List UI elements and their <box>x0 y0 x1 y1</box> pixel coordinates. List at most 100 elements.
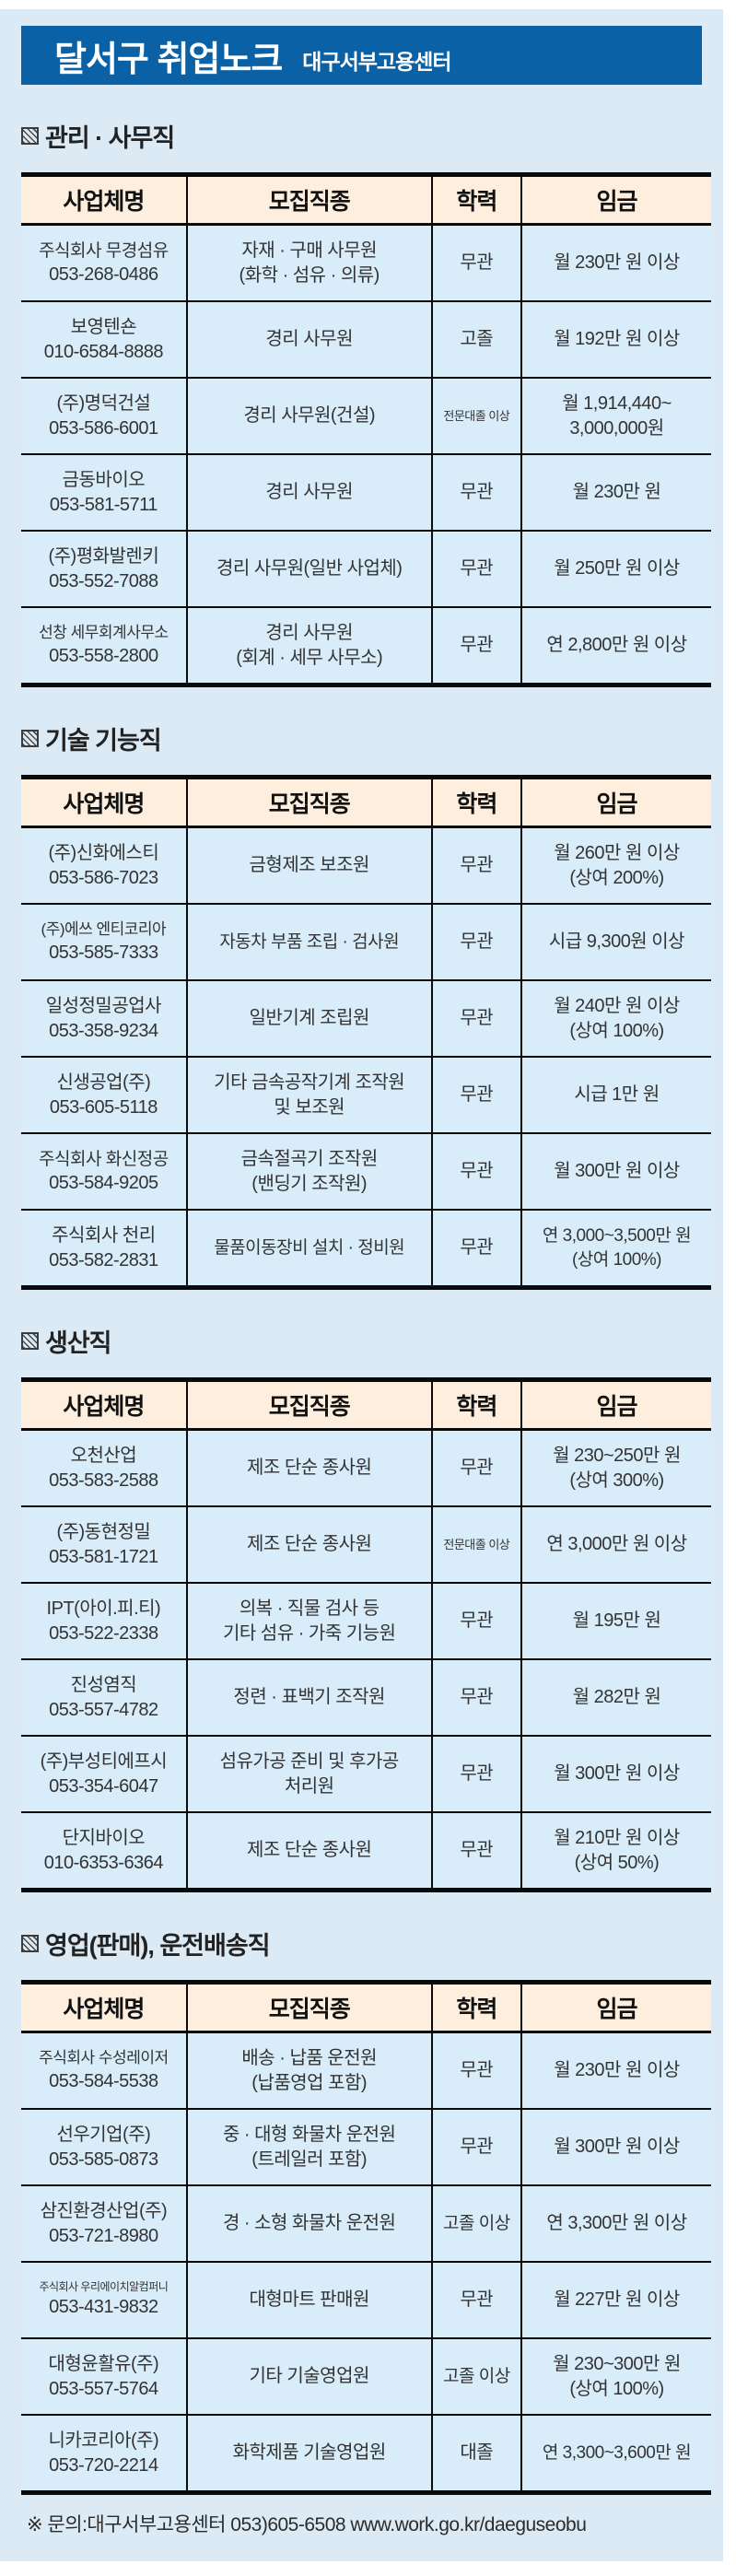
table-row: IPT(아이.피.티) 053-522-2338 의복 · 직물 검사 등 기타 섬… <box>21 1582 711 1659</box>
education-cell: 고졸 이상 <box>430 2184 521 2262</box>
job-title-cell-text: 물품이동장비 설치 · 정비원 <box>214 1237 405 1258</box>
wage-cell: 월 300만 원 이상 <box>520 1735 711 1812</box>
page-title: 달서구 취업노크 <box>54 40 283 79</box>
job-title-cell-text: 섬유가공 준비 및 후가공 처리원 <box>219 1751 400 1797</box>
column-header: 임금 <box>520 777 711 828</box>
wage-cell-text: 월 250만 원 이상 <box>554 558 680 580</box>
company-phone: 053-721-8980 <box>49 2225 158 2246</box>
job-section: 관리 · 사무직 사업체명 모집직종 학력 임금 주식회사 무경섬유 053-268-0… <box>21 118 711 687</box>
job-title-cell-text: 경리 사무원(건설) <box>243 405 376 427</box>
education-cell: 무관 <box>430 1582 521 1659</box>
company-phone: 053-585-0873 <box>49 2149 158 2170</box>
education-cell-text: 무관 <box>460 1458 494 1479</box>
company-phone: 053-358-9234 <box>49 1020 158 1041</box>
company-cell: 신생공업(주) 053-605-5118 <box>21 1056 187 1133</box>
wage-cell: 월 300만 원 이상 <box>520 2108 711 2185</box>
job-title-cell: 중 · 대형 화물차 운전원 (트레일러 포함) <box>185 2108 432 2185</box>
table-row: 금동바이오 053-581-5711 경리 사무원 무관 월 230만 원 <box>21 453 711 531</box>
section-title: 영업(판매), 운전배송직 <box>45 1932 271 1960</box>
company-cell: 주식회사 무경섬유 053-268-0486 <box>21 225 187 302</box>
education-cell: 무관 <box>430 2032 521 2109</box>
job-title-cell: 경리 사무원(건설) <box>185 377 432 454</box>
job-title-cell-text: 경리 사무원 <box>265 329 353 350</box>
column-header: 사업체명 <box>21 1379 187 1431</box>
company-phone: 053-720-2214 <box>49 2454 158 2476</box>
wage-cell-text: 연 3,000~3,500만 원 (상여 100%) <box>542 1226 692 1270</box>
company-name: 주식회사 화신정공 <box>39 1149 169 1169</box>
company-name: 주식회사 수성레이저 <box>39 2049 169 2067</box>
wage-cell: 연 3,000만 원 이상 <box>520 1505 711 1583</box>
table-row: 주식회사 수성레이저 053-584-5538 배송 · 납품 운전원 (납품영업 … <box>21 2032 711 2109</box>
job-title-cell-text: 자재 · 구매 사무원 (화학 · 섬유 · 의류) <box>239 240 380 286</box>
company-name: (주)신화에스티 <box>48 843 159 864</box>
company-name: 오천산업 <box>70 1446 137 1467</box>
company-name: 주식회사 천리 <box>52 1225 156 1247</box>
wage-cell: 월 230만 원 이상 <box>520 2032 711 2109</box>
company-phone: 053-268-0486 <box>49 263 158 285</box>
job-title-cell-text: 경리 사무원(일반 사업체) <box>216 558 403 580</box>
company-cell: 오천산업 053-583-2588 <box>21 1430 187 1507</box>
flyer-page: 달서구 취업노크 대구서부고용센터 관리 · 사무직 사업체명 모집직종 학력 임금 … <box>0 9 723 2561</box>
job-title-cell-text: 제조 단순 종사원 <box>246 1534 372 1555</box>
job-title-cell-text: 배송 · 납품 운전원 (납품영업 포함) <box>241 2048 378 2093</box>
education-cell: 무관 <box>430 1658 521 1736</box>
company-cell: 주식회사 우리에이치알컴퍼니 053-431-9832 <box>21 2261 187 2338</box>
company-cell: IPT(아이.피.티) 053-522-2338 <box>21 1582 187 1659</box>
job-section: 기술 기능직 사업체명 모집직종 학력 임금 (주)신화에스티 053-586-7023… <box>21 720 711 1290</box>
job-title-cell: 일반기계 조립원 <box>185 979 432 1057</box>
company-cell: 대형윤활유(주) 053-557-5764 <box>21 2337 187 2415</box>
job-title-cell-text: 경리 사무원 (회계 · 세무 사무소) <box>236 623 383 668</box>
table-body: 오천산업 053-583-2588 제조 단순 종사원 무관 월 230~250만 원 … <box>21 1429 711 1891</box>
education-cell: 무관 <box>430 903 521 980</box>
job-title-cell: 금형제조 보조원 <box>185 826 432 904</box>
wage-cell-text: 월 192만 원 이상 <box>554 329 680 350</box>
company-cell: 삼진환경산업(주) 053-721-8980 <box>21 2184 187 2262</box>
education-cell: 무관 <box>430 1429 521 1506</box>
education-cell-text: 무관 <box>460 1840 494 1861</box>
job-title-cell: 금속절곡기 조작원 (밴딩기 조작원) <box>185 1132 432 1210</box>
education-cell: 고졸 이상 <box>430 2337 521 2415</box>
company-cell: 주식회사 천리 053-582-2831 <box>21 1209 187 1288</box>
job-title-cell-text: 기타 금속공작기계 조작원 및 보조원 <box>214 1072 405 1118</box>
education-cell-text: 고졸 <box>460 329 494 350</box>
company-phone: 053-585-7333 <box>49 942 158 963</box>
job-section: 영업(판매), 운전배송직 사업체명 모집직종 학력 임금 주식회사 수성레이저 053… <box>21 1926 711 2495</box>
education-cell: 무관 <box>430 453 521 531</box>
education-cell-text: 무관 <box>460 635 494 656</box>
column-header: 모집직종 <box>185 174 432 226</box>
wage-cell: 시급 1만 원 <box>520 1056 711 1133</box>
company-cell: (주)에쓰 엔티코리아 053-585-7333 <box>21 903 187 980</box>
company-phone: 053-581-1721 <box>49 1546 158 1567</box>
company-name: 삼진환경산업(주) <box>40 2201 168 2222</box>
education-cell: 무관 <box>430 979 521 1057</box>
education-cell-text: 무관 <box>460 252 494 274</box>
education-cell-text: 전문대졸 이상 <box>443 1537 510 1551</box>
education-cell: 무관 <box>430 1735 521 1812</box>
wage-cell: 월 230만 원 이상 <box>520 224 711 301</box>
table-row: 보영텐숀 010-6584-8888 경리 사무원 고졸 월 192만 원 이상 <box>21 300 711 378</box>
wage-cell: 월 230만 원 <box>520 453 711 531</box>
wage-cell-text: 월 300만 원 이상 <box>554 1161 680 1182</box>
header-org-name: 대구서부고용센터 <box>302 50 451 74</box>
column-header: 임금 <box>520 1982 711 2033</box>
company-phone: 053-583-2588 <box>49 1469 158 1491</box>
column-header: 학력 <box>430 1982 521 2033</box>
header-banner: 달서구 취업노크 대구서부고용센터 <box>21 26 702 85</box>
education-cell: 무관 <box>430 530 521 607</box>
company-phone: 053-605-5118 <box>49 1096 158 1118</box>
job-title-cell-text: 중 · 대형 화물차 운전원 (트레일러 포함) <box>222 2125 396 2170</box>
wage-cell-text: 월 230~300만 원 (상여 100%) <box>553 2354 681 2399</box>
job-title-cell: 물품이동장비 설치 · 정비원 <box>185 1209 432 1288</box>
table-body: (주)신화에스티 053-586-7023 금형제조 보조원 무관 월 260만 원 이… <box>21 826 711 1288</box>
section-title: 관리 · 사무직 <box>45 124 175 152</box>
job-title-cell: 경리 사무원 (회계 · 세무 사무소) <box>185 606 432 685</box>
sections-container: 관리 · 사무직 사업체명 모집직종 학력 임금 주식회사 무경섬유 053-268-0… <box>21 118 711 2495</box>
table-row: 선창 세무회계사무소 053-558-2800 경리 사무원 (회계 · 세무 사무… <box>21 606 711 685</box>
job-title-cell-text: 기타 기술영업원 <box>249 2366 370 2387</box>
job-title-cell: 경리 사무원 <box>185 300 432 378</box>
table-row: 대형윤활유(주) 053-557-5764 기타 기술영업원 고졸 이상 월 230~3… <box>21 2337 711 2415</box>
job-title-cell-text: 경 · 소형 화물차 운전원 <box>222 2213 396 2234</box>
column-header: 모집직종 <box>185 1379 432 1431</box>
company-cell: 선우기업(주) 053-585-0873 <box>21 2108 187 2185</box>
job-title-cell-text: 화학제품 기술영업원 <box>232 2442 387 2464</box>
